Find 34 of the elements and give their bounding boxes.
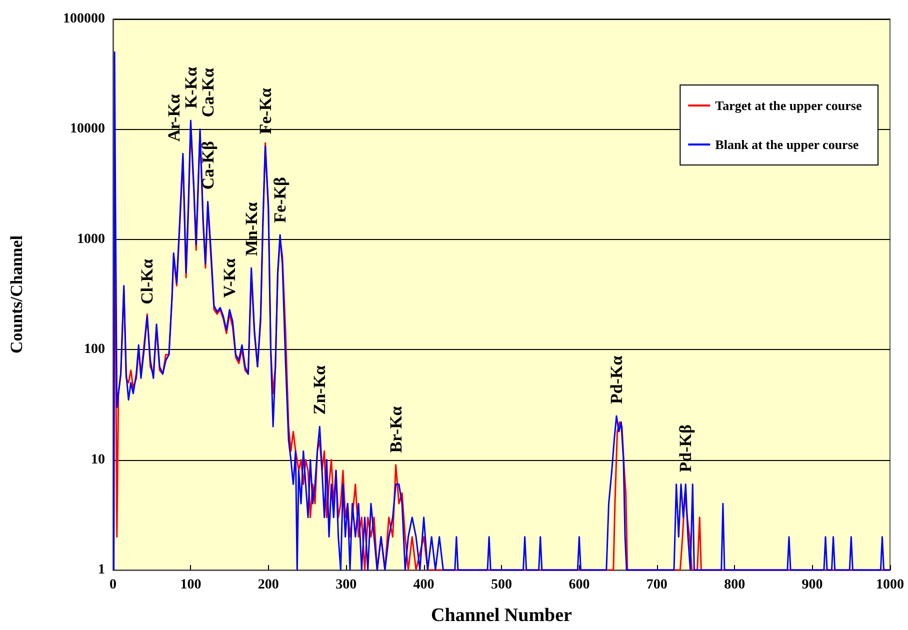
y-axis-title: Counts/Channel <box>7 235 26 354</box>
annotation: V-Kα <box>220 258 240 298</box>
y-tick-label: 100000 <box>63 12 105 26</box>
x-tick-label: 400 <box>413 578 434 592</box>
annotation: Cl-Kα <box>138 258 157 304</box>
x-tick-label: 700 <box>646 578 668 592</box>
annotation: Br-Kα <box>386 406 406 453</box>
annotation: Mn-Kα <box>242 202 261 256</box>
x-tick-label: 500 <box>491 578 512 592</box>
x-tick-label: 800 <box>724 578 746 592</box>
annotation: Zn-Kα <box>310 364 330 415</box>
x-tick-label: 100 <box>180 578 202 592</box>
annotation: Fe-Kα <box>256 87 275 134</box>
annotation: Fe-Kβ <box>270 177 290 223</box>
annotation: Pd-Kβ <box>676 424 696 472</box>
annotation: Ca-Kβ <box>198 141 218 190</box>
annotation: Pd-Kα <box>606 355 626 404</box>
legend-label: Blank at the upper course <box>715 137 859 152</box>
y-tick-label: 1000 <box>77 232 105 247</box>
x-tick-label: 900 <box>802 578 823 592</box>
x-tick-label: 600 <box>568 578 590 592</box>
annotation: K-Kα <box>182 66 201 108</box>
legend-label: Target at the upper course <box>715 98 862 113</box>
x-tick-label: 0 <box>110 578 116 592</box>
y-tick-label: 100 <box>84 342 105 358</box>
y-tick-label: 10 <box>91 452 105 468</box>
x-tick-label: 1000 <box>876 578 904 592</box>
x-tick-label: 200 <box>258 578 279 592</box>
x-axis-title: Channel Number <box>431 605 573 626</box>
annotation: Ar-Kα <box>164 94 184 142</box>
y-tick-label: 10000 <box>70 122 105 137</box>
x-tick-label: 300 <box>336 578 357 592</box>
annotation: Ca-Kα <box>198 68 218 118</box>
y-tick-label: 1 <box>98 562 105 578</box>
